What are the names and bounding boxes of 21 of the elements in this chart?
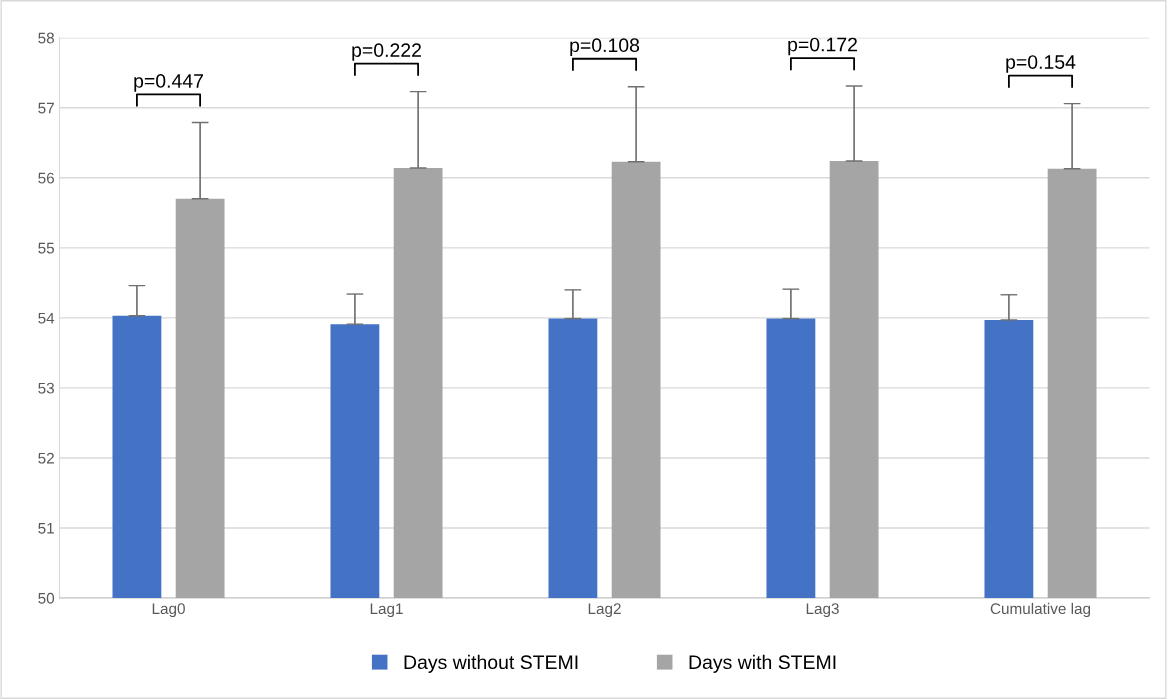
annotation: p=0.154 — [1006, 55, 1076, 73]
y-tick-label: 54 — [38, 312, 55, 324]
legend-label: Days without STEMI — [404, 654, 578, 673]
x-tick-label: Lag3 — [806, 603, 839, 618]
y-tick-label: 53 — [38, 382, 54, 394]
y-tick-label: 52 — [38, 452, 54, 464]
x-tick-label: Lag2 — [588, 603, 621, 618]
y-tick-label: 58 — [38, 32, 54, 44]
legend-label: Days with STEMI — [689, 654, 836, 673]
x-tick-label: Lag0 — [152, 603, 185, 618]
annotation: p=0.447 — [134, 74, 203, 92]
annotation: p=0.222 — [352, 43, 421, 61]
y-tick-label: 56 — [38, 172, 54, 184]
y-tick-label: 55 — [38, 242, 55, 254]
y-tick-label: 51 — [38, 522, 54, 534]
x-tick-label: Cumulative lag — [990, 602, 1091, 618]
x-tick-label: Lag1 — [370, 603, 403, 618]
y-tick-label: 50 — [38, 592, 55, 604]
annotation: p=0.108 — [570, 38, 640, 56]
y-tick-label: 57 — [38, 102, 54, 114]
annotation: p=0.172 — [788, 37, 857, 56]
